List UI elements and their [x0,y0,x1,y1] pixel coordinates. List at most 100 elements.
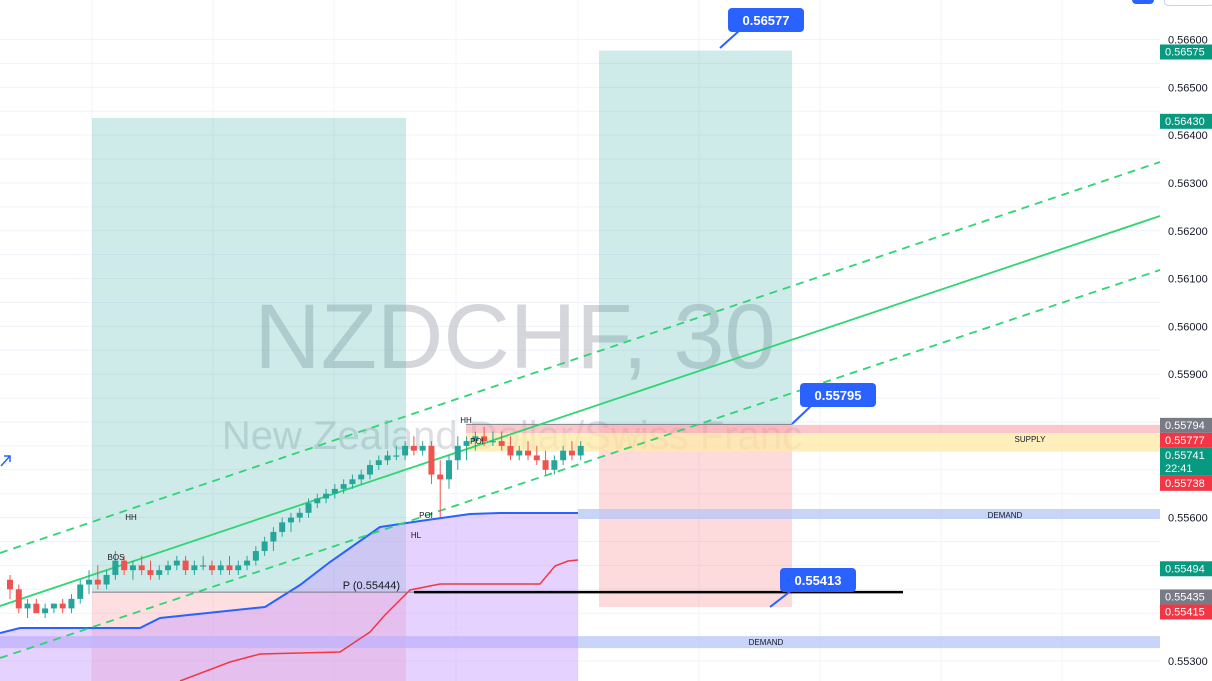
long-position-target-box [92,118,406,593]
zone-label: DEMAND [749,638,784,647]
price-tag [1160,417,1212,433]
callout-pointer [791,404,813,425]
candle-body [393,455,400,457]
candle-body [568,450,575,456]
candle-body [358,474,365,480]
indicator-lines [0,512,579,681]
price-tick-label: 0.55600 [1168,513,1208,525]
callout-pointer [769,589,793,608]
candle-body [410,445,417,451]
candle-body [481,436,488,442]
price-tags: 0.56575 0.56430 0.55794 0.55777 0.5574122:41… [1160,44,1212,620]
candle-body [42,608,49,614]
callout-box [780,568,856,592]
candle-body [331,488,338,494]
cloud-fill [0,513,578,681]
candle-body [551,460,558,470]
candle-body [191,565,198,571]
callout-box [728,8,804,32]
price-axis[interactable]: 0.55300 0.55600 0.55900 0.56000 0.56100 0.562… [1168,35,1208,668]
callout-pointer [719,29,741,49]
candle-body [7,579,13,590]
candle-body [94,579,101,585]
annotation-hl: HL [411,531,422,540]
price-tick-label: 0.56300 [1168,178,1208,190]
supply-demand-zones[interactable]: SUPPLY DEMAND DEMAND [0,424,1160,649]
annotation-poi: POI [419,511,433,520]
callout-label: 0.55795 [815,388,862,403]
price-tag-label: 0.55794 [1165,420,1205,432]
price-tag [1160,604,1212,620]
candle-body [24,603,31,609]
price-tag-label: 0.55415 [1165,606,1205,618]
candle-body [208,565,215,571]
candle-body [577,445,584,456]
position-boxes[interactable] [92,50,792,681]
candle-body [121,560,128,571]
annotation-bos: BOS [108,553,125,562]
watermark-symbol: NZDCHF, 30 [254,286,775,388]
zone-label: DEMAND [988,511,1023,520]
annotation-poi: POI [470,437,484,446]
trend-channel[interactable]: P (0.55444) [0,161,1161,659]
zone-label: SUPPLY [1015,435,1047,444]
candle-body [279,522,286,532]
annotation-hh: HH [125,513,137,522]
candle-body [323,493,330,499]
price-tag-label: 0.55777 [1165,435,1205,447]
toolbar-box[interactable] [1164,0,1212,6]
candle-body [340,484,347,489]
candle-body [419,445,426,451]
price-tick-label: 0.56200 [1168,226,1208,238]
zone-supply [466,432,1160,452]
callout-label: 0.56577 [743,13,790,28]
candle-body [489,441,496,443]
candle-body [103,574,110,585]
callout-box [800,383,876,407]
candle-body [349,479,356,485]
candle-body [446,460,452,480]
price-tick-label: 0.56000 [1168,321,1208,333]
candle-body [472,436,479,442]
toolbar-accent-button[interactable] [1132,0,1154,4]
price-tick-label: 0.56100 [1168,274,1208,286]
pivot-label: P (0.55444) [343,580,400,592]
candle-body [235,565,242,571]
price-tag [1160,113,1212,129]
candle-body [533,455,540,461]
price-tag [1160,44,1212,60]
supply-top-band [466,424,1160,433]
price-callouts[interactable]: 0.56577 0.55795 0.55413 [719,8,876,608]
annotation-hh: HH [460,416,472,425]
candle-body [15,589,22,609]
price-tag [1160,561,1212,577]
red-baseline [179,559,579,681]
candle-body [507,445,514,456]
candle-body [129,565,136,571]
candle-body [305,503,312,513]
candle-body [156,570,163,575]
price-tag-countdown: 22:41 [1165,463,1193,475]
candle-body [33,603,40,614]
candle-body [525,450,532,456]
chart-annotations: BOS HH HH POI POI HL [108,416,484,562]
arrow-up-right-icon[interactable] [0,455,11,467]
candle-body [402,445,409,456]
candle-body [463,441,470,446]
candle-body [270,531,277,542]
price-tag-label: 0.55738 [1165,478,1205,490]
candle-body [287,517,294,523]
price-tag-label: 0.55435 [1165,591,1205,603]
candle-body [200,565,207,567]
candle-body [516,450,523,456]
candlestick-series [7,426,584,618]
price-tag [1160,432,1212,448]
candle-body [542,460,549,470]
channel-lower-line [0,269,1161,659]
candle-body [165,565,172,571]
price-tag [1160,475,1212,491]
candle-body [296,512,303,518]
candle-body [59,603,66,609]
candle-body [86,579,93,585]
